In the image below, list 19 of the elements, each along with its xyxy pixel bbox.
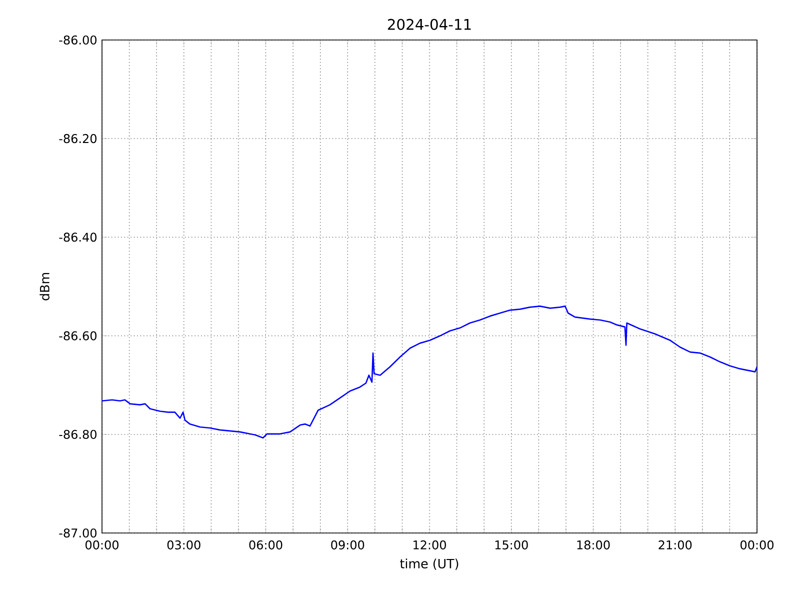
y-tick-label: -86.60 <box>59 331 96 340</box>
x-tick-label: 21:00 <box>658 540 692 550</box>
x-axis-title: time (UT) <box>400 558 458 570</box>
x-tick-label: 00:00 <box>86 540 118 550</box>
x-tick-label: 18:00 <box>577 540 610 550</box>
y-tick-label: -86.80 <box>59 430 96 439</box>
y-tick-label: -86.40 <box>59 232 96 242</box>
x-tick-label: 06:00 <box>249 540 282 550</box>
y-axis-title: dBm <box>40 273 50 300</box>
chart-title: 2024-04-11 <box>388 18 471 30</box>
line-series <box>102 306 758 439</box>
x-tick-label: 00:00 <box>740 540 774 550</box>
x-tick-label: 15:00 <box>495 540 528 550</box>
y-tick-label: -87.00 <box>59 528 96 538</box>
y-tick-label: -86.20 <box>59 134 96 144</box>
y-tick-label: -86.00 <box>59 35 96 45</box>
x-tick-label: 12:00 <box>414 540 446 550</box>
x-tick-label: 09:00 <box>331 540 364 550</box>
x-tick-label: 03:00 <box>167 540 200 550</box>
